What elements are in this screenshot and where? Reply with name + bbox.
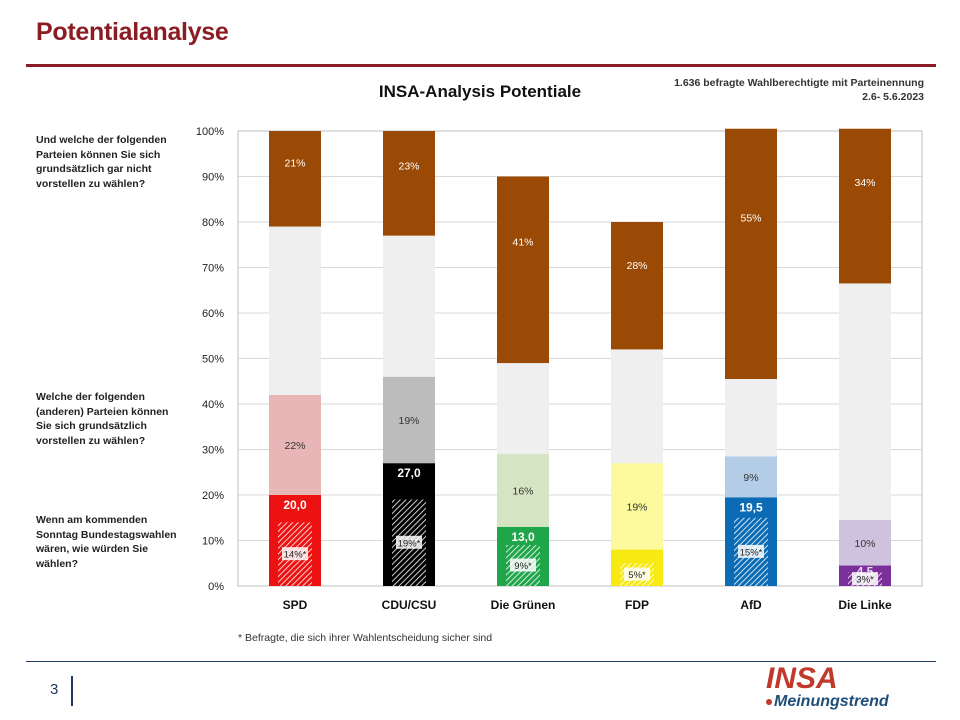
sure-voter-label-bg	[738, 544, 764, 558]
bar-segment	[269, 394, 321, 495]
sure-voter-label-bg	[852, 572, 878, 586]
y-tick-label: 80%	[202, 217, 224, 229]
sure-voter-label: 3%*	[856, 575, 874, 586]
bar-segment	[725, 128, 777, 379]
y-tick-label: 90%	[202, 172, 224, 184]
bar-segment	[497, 176, 549, 364]
y-tick-label: 30%	[202, 445, 224, 457]
bar-segment	[497, 454, 549, 527]
y-tick-label: 50%	[202, 354, 224, 366]
sure-voter-label-bg	[396, 535, 422, 549]
question-imaginable: Welche der folgenden (anderen) Parteien …	[36, 391, 169, 447]
x-category-label: Die Linke	[838, 598, 892, 612]
x-category-label: Die Grünen	[491, 598, 556, 612]
y-tick-label: 10%	[202, 536, 224, 548]
page-number: 3	[50, 681, 59, 698]
chart-title: INSA-Analysis Potentiale	[378, 82, 582, 101]
y-tick-label: 70%	[202, 263, 224, 275]
x-category-label: SPD	[283, 598, 308, 612]
question-not-imaginable: Und welche der folgenden Parteien können…	[36, 134, 167, 190]
sure-voter-label-bg	[624, 567, 650, 581]
y-tick-label: 20%	[202, 490, 224, 502]
bar-segment	[839, 283, 891, 521]
sample-note-date: 2.6- 5.6.2023	[862, 91, 924, 103]
logo-subtitle: Meinungstrend	[766, 693, 889, 711]
bar-segment	[725, 378, 777, 457]
bar-segment	[611, 222, 663, 350]
bar-value-label: 34%	[854, 177, 875, 189]
x-category-label: FDP	[625, 598, 649, 612]
page-number-bar	[71, 676, 73, 706]
y-tick-label: 60%	[202, 308, 224, 320]
sure-voter-label: 15%*	[740, 547, 763, 558]
sure-voter-label-bg	[282, 547, 308, 561]
insa-logo: INSA Meinungstrend	[760, 662, 920, 716]
bar-value-label: 20,0	[283, 498, 307, 512]
bar-value-label: 41%	[512, 237, 533, 249]
sure-voter-label: 9%*	[514, 561, 532, 572]
sure-voter-label: 19%*	[398, 538, 421, 549]
bar-value-label: 13,0	[511, 530, 535, 544]
footer-divider	[26, 661, 936, 662]
bar-value-label: 22%	[284, 440, 305, 452]
footnote: * Befragte, die sich ihrer Wahlentscheid…	[238, 632, 493, 644]
bar-segment	[497, 363, 549, 455]
bar-segment	[611, 463, 663, 550]
bar-value-label: 10%	[854, 538, 875, 550]
sure-voter-label-bg	[510, 558, 536, 572]
bar-value-label: 19,5	[739, 500, 763, 514]
sample-note-size: 1.636 befragte Wahlberechtigte mit Parte…	[674, 77, 924, 89]
question-vote-intention: Wenn am kommenden Sonntag Bundestagswahl…	[36, 514, 177, 570]
bar-segment	[269, 226, 321, 395]
page-title: Potentialanalyse	[36, 18, 229, 46]
bar-segment	[383, 376, 435, 464]
bar-segment	[839, 520, 891, 566]
bar-value-label: 28%	[626, 260, 647, 272]
logo-dot-icon	[766, 698, 772, 705]
sure-voter-label: 5%*	[628, 570, 646, 581]
bar-value-label: 23%	[398, 161, 419, 173]
title-divider	[26, 64, 936, 67]
bar-segment	[611, 349, 663, 464]
plot-frame	[237, 130, 923, 587]
bar-segment	[269, 131, 321, 227]
x-category-label: AfD	[740, 598, 762, 612]
bar-segment	[725, 456, 777, 498]
x-category-label: CDU/CSU	[382, 598, 437, 612]
y-tick-label: 0%	[208, 581, 224, 593]
bar-segment	[383, 235, 435, 377]
logo-brand: INSA	[766, 662, 838, 695]
bar-value-label: 9%	[743, 472, 758, 484]
bar-value-label: 19%	[626, 501, 647, 513]
y-tick-label: 40%	[202, 399, 224, 411]
bar-value-label: 21%	[284, 157, 305, 169]
bar-value-label: 16%	[512, 485, 533, 497]
bar-segment	[839, 128, 891, 284]
bar-segment	[383, 131, 435, 236]
sample-note: 1.636 befragte Wahlberechtigte mit Parte…	[674, 76, 924, 104]
bar-value-label: 27,0	[397, 466, 421, 480]
logo-subtitle-text: Meinungstrend	[774, 693, 889, 710]
sure-voter-label: 14%*	[284, 550, 307, 561]
bar-value-label: 19%	[398, 415, 419, 427]
y-tick-label: 100%	[196, 126, 224, 138]
bar-value-label: 55%	[740, 212, 761, 224]
